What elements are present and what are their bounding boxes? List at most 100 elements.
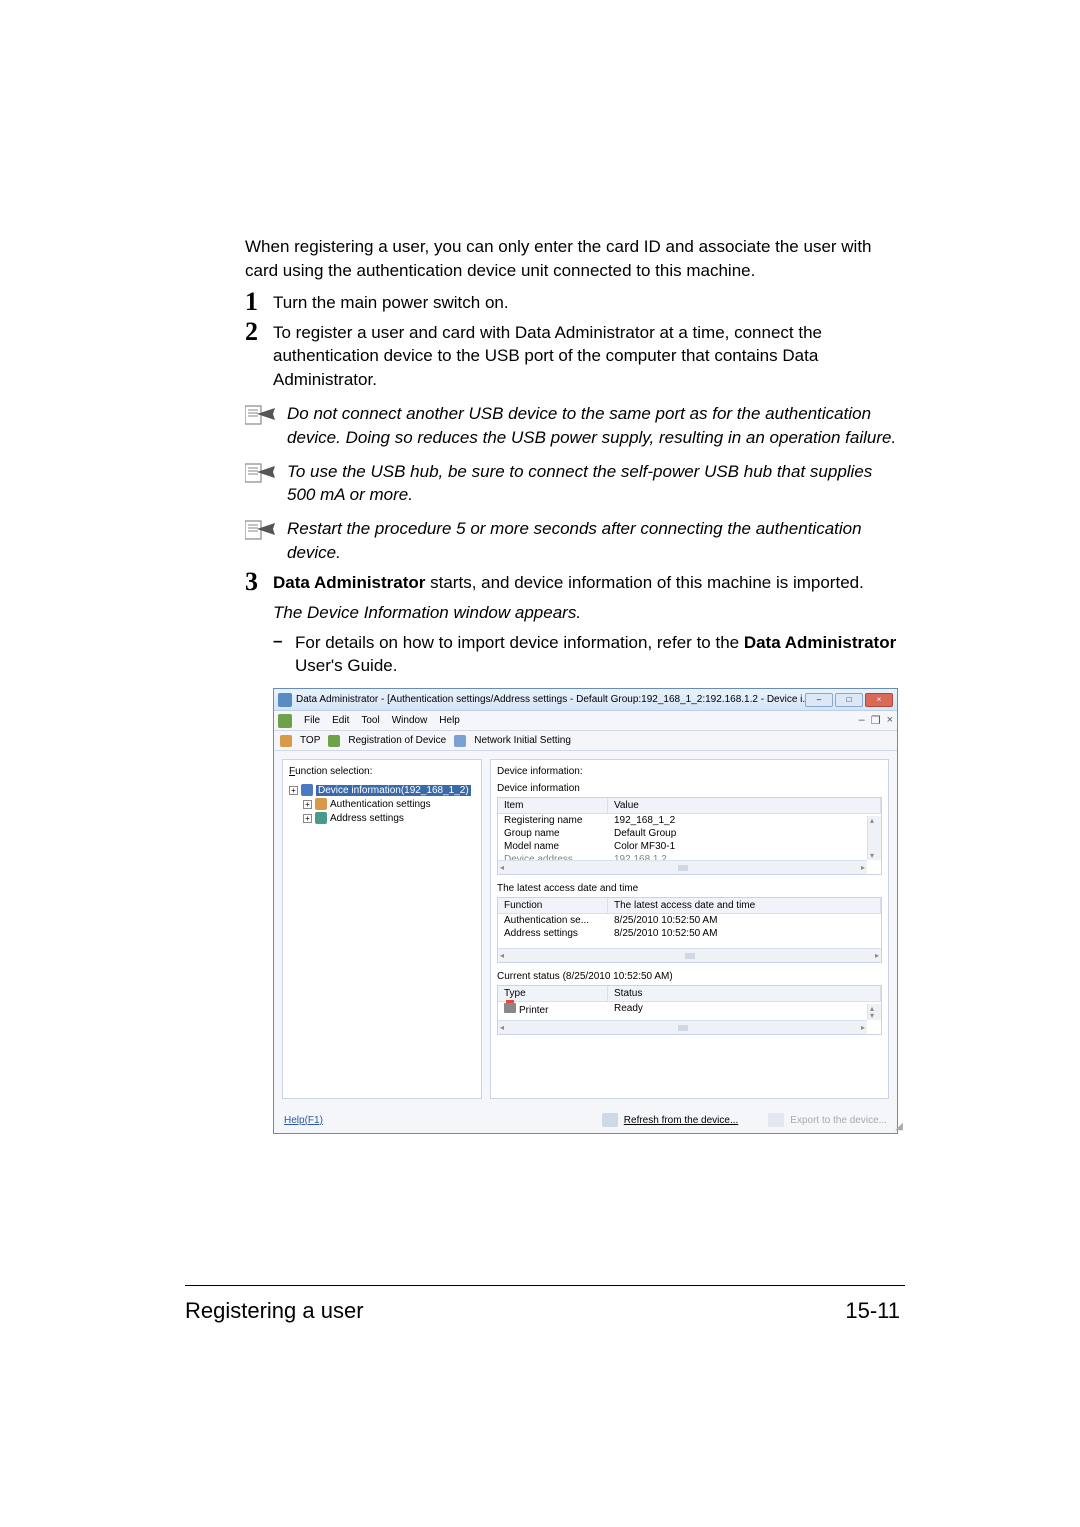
- resize-grip[interactable]: ◢: [895, 1121, 903, 1132]
- current-status-grid: Type Status PrinterReady ◂▸: [497, 985, 882, 1035]
- window-title: Data Administrator - [Authentication set…: [296, 694, 805, 705]
- cell: Default Group: [608, 827, 881, 840]
- bullet-text: For details on how to import device info…: [295, 631, 905, 679]
- menu-file[interactable]: File: [304, 715, 320, 726]
- toolbar-network[interactable]: Network Initial Setting: [474, 735, 571, 746]
- vertical-scrollbar[interactable]: [867, 816, 881, 860]
- menu-window[interactable]: Window: [392, 715, 428, 726]
- horizontal-scrollbar[interactable]: ◂▸: [498, 948, 881, 962]
- step-text: To register a user and card with Data Ad…: [273, 321, 905, 392]
- step3-bold: Data Administrator: [273, 573, 425, 592]
- bullet-row: – For details on how to import device in…: [273, 631, 905, 679]
- app-window: Data Administrator - [Authentication set…: [273, 688, 898, 1134]
- maximize-button[interactable]: □: [835, 693, 863, 707]
- section-label: Device information: [497, 783, 882, 794]
- printer-icon: [504, 1003, 516, 1013]
- device-tree-icon: [301, 784, 313, 796]
- bullet-pre: For details on how to import device info…: [295, 633, 744, 652]
- col-status[interactable]: Status: [608, 986, 881, 1001]
- cell: Printer: [498, 1002, 608, 1017]
- titlebar[interactable]: Data Administrator - [Authentication set…: [274, 689, 897, 711]
- tree-item-address[interactable]: + Address settings: [303, 811, 475, 825]
- doc-close-button[interactable]: ×: [887, 714, 893, 727]
- menu-edit[interactable]: Edit: [332, 715, 349, 726]
- expand-icon[interactable]: +: [289, 786, 298, 795]
- note-3: Restart the procedure 5 or more seconds …: [245, 517, 905, 565]
- step-number: 2: [245, 319, 273, 345]
- menu-tool[interactable]: Tool: [361, 715, 379, 726]
- cell: 8/25/2010 10:52:50 AM: [608, 927, 881, 940]
- address-tree-icon: [315, 812, 327, 824]
- network-icon[interactable]: [454, 735, 466, 747]
- section-label: The latest access date and time: [497, 883, 882, 894]
- refresh-button[interactable]: Refresh from the device...: [624, 1115, 739, 1126]
- col-function[interactable]: Function: [498, 898, 608, 913]
- device-info-panel: Device information: Device information I…: [490, 759, 889, 1099]
- tree-item-auth[interactable]: + Authentication settings: [303, 797, 475, 811]
- vertical-scrollbar[interactable]: [867, 1004, 881, 1020]
- step-text: Data Administrator starts, and device in…: [273, 571, 905, 595]
- app-icon: [278, 693, 292, 707]
- col-type[interactable]: Type: [498, 986, 608, 1001]
- toolbar-registration[interactable]: Registration of Device: [348, 735, 446, 746]
- auth-tree-icon: [315, 798, 327, 810]
- cell: Registering name: [498, 814, 608, 827]
- doc-restore-button[interactable]: ❐: [871, 714, 881, 727]
- note-1: Do not connect another USB device to the…: [245, 402, 905, 450]
- app-menu-icon[interactable]: [278, 714, 292, 728]
- function-selection-label: FFunction selection:unction selection:: [289, 766, 475, 777]
- col-datetime[interactable]: The latest access date and time: [608, 898, 881, 913]
- tree-label-auth: Authentication settings: [330, 799, 431, 810]
- cell: Group name: [498, 827, 608, 840]
- footer-rule: [185, 1285, 905, 1286]
- step-3: 3 Data Administrator starts, and device …: [245, 571, 905, 595]
- section-label: Current status (8/25/2010 10:52:50 AM): [497, 971, 882, 982]
- close-button[interactable]: ×: [865, 693, 893, 707]
- bullet-rest: User's Guide.: [295, 656, 397, 675]
- minimize-button[interactable]: –: [805, 693, 833, 707]
- note-icon: [245, 462, 287, 484]
- note-text: Restart the procedure 5 or more seconds …: [287, 517, 905, 565]
- note-icon: [245, 404, 287, 426]
- step-text: Turn the main power switch on.: [273, 291, 905, 315]
- toolbar-top[interactable]: TOP: [300, 735, 320, 746]
- col-item[interactable]: Item: [498, 798, 608, 813]
- note-text: To use the USB hub, be sure to connect t…: [287, 460, 905, 508]
- cell: 8/25/2010 10:52:50 AM: [608, 914, 881, 927]
- note-2: To use the USB hub, be sure to connect t…: [245, 460, 905, 508]
- export-icon: [768, 1113, 784, 1127]
- col-value[interactable]: Value: [608, 798, 881, 813]
- note-icon: [245, 519, 287, 541]
- cell: Address settings: [498, 927, 608, 940]
- cell: Authentication se...: [498, 914, 608, 927]
- step3-subtext: The Device Information window appears.: [273, 601, 905, 625]
- device-info-grid: Item Value Registering name192_168_1_2 G…: [497, 797, 882, 875]
- help-link[interactable]: Help(F1): [284, 1115, 323, 1126]
- tree-label-device: Device information(192_168_1_2): [316, 785, 471, 796]
- step3-rest: starts, and device information of this m…: [425, 573, 863, 592]
- step-number: 1: [245, 289, 273, 315]
- cell: Model name: [498, 840, 608, 853]
- horizontal-scrollbar[interactable]: ◂▸: [498, 860, 867, 874]
- intro-paragraph: When registering a user, you can only en…: [245, 235, 905, 283]
- menu-help[interactable]: Help: [439, 715, 460, 726]
- toolbar: TOP Registration of Device Network Initi…: [274, 731, 897, 751]
- function-selection-panel: FFunction selection:unction selection: +…: [282, 759, 482, 1099]
- current-status-section: Current status (8/25/2010 10:52:50 AM) T…: [497, 971, 882, 1035]
- device-info-section: Device information Item Value Registerin…: [497, 783, 882, 875]
- access-time-grid: Function The latest access date and time…: [497, 897, 882, 963]
- tree-item-device-info[interactable]: + Device information(192_168_1_2): [289, 783, 475, 797]
- doc-minimize-button[interactable]: –: [859, 714, 865, 727]
- expand-icon[interactable]: +: [303, 814, 312, 823]
- step-1: 1 Turn the main power switch on.: [245, 291, 905, 315]
- horizontal-scrollbar[interactable]: ◂▸: [498, 1020, 867, 1034]
- registration-icon[interactable]: [328, 735, 340, 747]
- expand-icon[interactable]: +: [303, 800, 312, 809]
- refresh-icon[interactable]: [602, 1113, 618, 1127]
- top-icon[interactable]: [280, 735, 292, 747]
- cell: 192_168_1_2: [608, 814, 881, 827]
- cell: Ready: [608, 1002, 881, 1017]
- menubar: File Edit Tool Window Help – ❐ ×: [274, 711, 897, 731]
- export-button: Export to the device...: [790, 1115, 887, 1126]
- footer-section-title: Registering a user: [185, 1298, 364, 1324]
